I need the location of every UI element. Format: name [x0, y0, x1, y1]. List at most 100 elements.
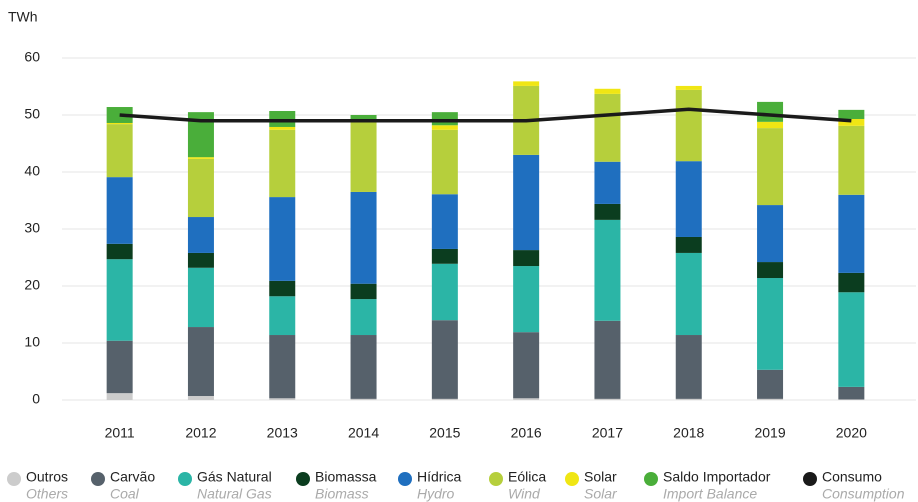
bar-segment: [187, 217, 214, 253]
bar-segment: [838, 125, 865, 195]
legend-translation: Biomass: [315, 486, 369, 502]
bar-segment: [675, 398, 702, 400]
bar-segment: [757, 262, 784, 279]
bar-segment: [594, 88, 621, 94]
bar-segment: [269, 296, 296, 336]
bar-segment: [838, 272, 865, 293]
legend-label: Outros: [26, 469, 68, 485]
bar-segment: [431, 248, 458, 264]
bar-segment: [757, 128, 784, 206]
y-tick-label: 20: [24, 277, 40, 293]
bar-segment: [838, 399, 865, 400]
bar-segment: [431, 129, 458, 195]
legend-translation: Natural Gas: [197, 486, 272, 502]
bar-segment: [269, 280, 296, 297]
bar-segment: [675, 89, 702, 162]
legend-label: Solar: [584, 469, 617, 485]
bar-segment: [757, 369, 784, 399]
x-tick-label: 2012: [185, 425, 216, 441]
bar-segment: [513, 398, 540, 400]
bar-segment: [757, 121, 784, 129]
x-tick-label: 2011: [105, 425, 135, 441]
bar-segment: [431, 398, 458, 400]
bar-segment: [269, 398, 296, 400]
bar-segment: [106, 122, 133, 125]
bar-segment: [513, 332, 540, 399]
legend-label: Consumo: [822, 469, 882, 485]
x-tick-label: 2019: [754, 425, 785, 441]
legend-marker: [7, 472, 21, 486]
bar-segment: [269, 197, 296, 281]
bar-segment: [431, 320, 458, 399]
y-tick-label: 40: [24, 163, 40, 179]
legend-translation: Solar: [584, 486, 618, 502]
legend-marker: [91, 472, 105, 486]
bar-segment: [350, 121, 377, 192]
bar-segment: [757, 398, 784, 400]
bar-segment: [838, 118, 865, 126]
x-tick-label: 2018: [673, 425, 704, 441]
bar-segment: [838, 194, 865, 273]
legend-translation: Consumption: [822, 486, 905, 502]
bar-segment: [675, 236, 702, 253]
bar-segment: [269, 129, 296, 198]
bar-segment: [187, 252, 214, 268]
y-tick-label: 10: [24, 334, 40, 350]
bar-segment: [187, 396, 214, 400]
bar-segment: [431, 112, 458, 126]
bar-segment: [594, 398, 621, 400]
x-tick-label: 2013: [267, 425, 298, 441]
bar-segment: [594, 320, 621, 399]
bar-segment: [106, 177, 133, 244]
legend-label: Gás Natural: [197, 469, 272, 485]
bar-segment: [350, 398, 377, 400]
bar-segment: [513, 154, 540, 251]
bar-segment: [675, 335, 702, 399]
x-tick-label: 2020: [836, 425, 867, 441]
legend-marker: [489, 472, 503, 486]
legend-label: Hídrica: [417, 469, 462, 485]
bar-segment: [269, 126, 296, 130]
bar-segment: [106, 124, 133, 178]
x-tick-label: 2016: [511, 425, 542, 441]
bar-segment: [106, 243, 133, 260]
bar-segment: [106, 259, 133, 341]
legend-translation: Wind: [508, 486, 541, 502]
bar-segment: [757, 101, 784, 122]
legend-marker: [644, 472, 658, 486]
legend-translation: Import Balance: [663, 486, 757, 502]
bar-segment: [513, 81, 540, 86]
legend-label: Saldo Importador: [663, 469, 771, 485]
y-tick-label: 0: [32, 391, 40, 407]
x-tick-label: 2014: [348, 425, 379, 441]
x-tick-label: 2015: [429, 425, 460, 441]
bar-segment: [838, 386, 865, 400]
legend-translation: Coal: [110, 486, 140, 502]
bar-segment: [187, 267, 214, 328]
bar-segment: [431, 194, 458, 249]
legend-label: Carvão: [110, 469, 155, 485]
legend-marker: [296, 472, 310, 486]
bar-segment: [106, 107, 133, 123]
bar-segment: [106, 340, 133, 394]
legend-label: Biomassa: [315, 469, 377, 485]
y-tick-label: 30: [24, 220, 40, 236]
bar-segment: [350, 299, 377, 336]
bar-segment: [594, 203, 621, 220]
bar-segment: [350, 335, 377, 399]
x-tick-label: 2017: [592, 425, 623, 441]
legend-marker: [178, 472, 192, 486]
legend-translation: Hydro: [417, 486, 455, 502]
bar-segment: [838, 109, 865, 119]
legend-marker: [803, 472, 817, 486]
bar-segment: [350, 191, 377, 284]
bar-segment: [675, 252, 702, 336]
bar-segment: [431, 263, 458, 321]
bar-segment: [675, 85, 702, 90]
bar-segment: [513, 250, 540, 267]
bar-segment: [675, 161, 702, 237]
bar-segment: [513, 266, 540, 333]
bar-segment: [838, 292, 865, 387]
bar-segment: [594, 219, 621, 321]
